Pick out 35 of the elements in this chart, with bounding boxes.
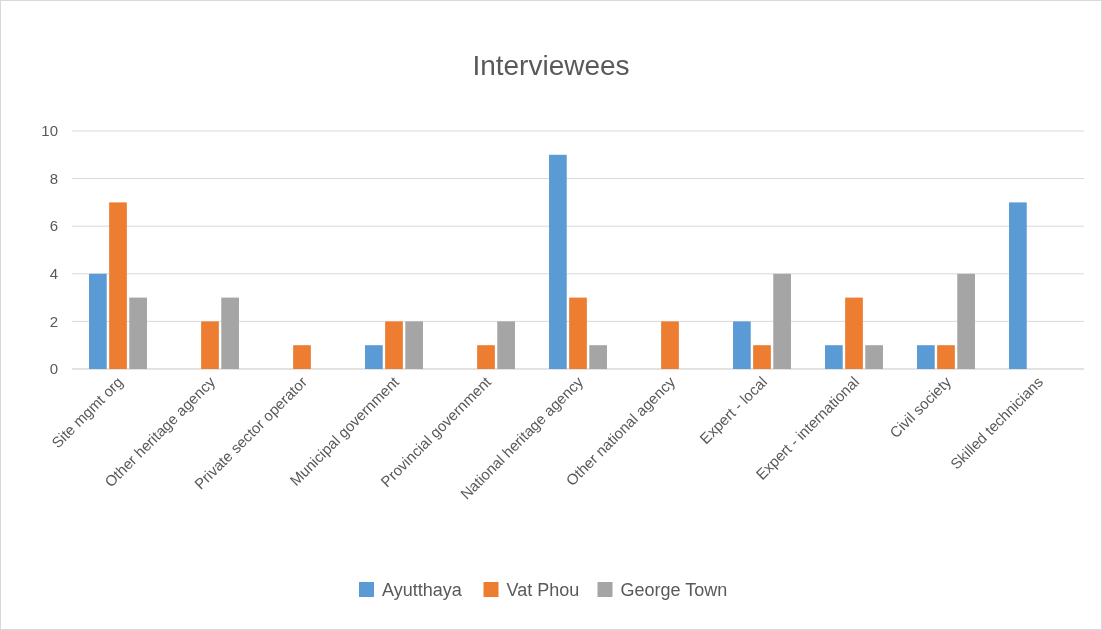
bar — [661, 321, 679, 369]
bar — [293, 345, 311, 369]
bar — [1009, 202, 1027, 369]
y-tick-label: 6 — [49, 217, 58, 235]
y-tick-label: 8 — [49, 169, 58, 187]
bar — [845, 297, 863, 369]
y-tick-label: 10 — [41, 122, 58, 140]
chart-title: Interviewees — [472, 50, 630, 81]
bar — [477, 345, 495, 369]
legend-label: George Town — [620, 580, 728, 601]
bar — [825, 345, 843, 369]
legend-label: Vat Phou — [506, 580, 580, 601]
bar — [201, 321, 219, 369]
bar — [957, 273, 975, 369]
bar — [589, 345, 607, 369]
bar — [89, 273, 107, 369]
y-tick-label: 2 — [49, 312, 58, 330]
bar — [365, 345, 383, 369]
bar — [129, 297, 147, 369]
y-tick-label: 4 — [49, 265, 58, 283]
bar — [569, 297, 587, 369]
bar — [549, 154, 567, 369]
bar — [773, 273, 791, 369]
bar — [733, 321, 751, 369]
bar — [937, 345, 955, 369]
bar — [753, 345, 771, 369]
bar — [917, 345, 935, 369]
legend-label: Ayutthaya — [382, 580, 463, 601]
y-tick-label: 0 — [49, 360, 58, 378]
bar — [385, 321, 403, 369]
bar — [109, 202, 127, 369]
bar — [221, 297, 239, 369]
bar — [405, 321, 423, 369]
bar — [865, 345, 883, 369]
bar — [497, 321, 515, 369]
